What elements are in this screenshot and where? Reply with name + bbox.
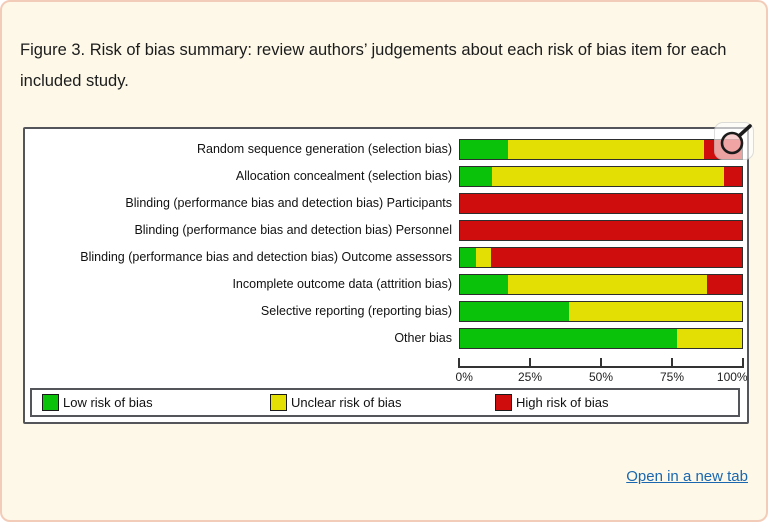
bar-row: Blinding (performance bias and detection…: [25, 193, 747, 220]
segment-low-risk: [460, 302, 569, 321]
stacked-bar: [459, 139, 743, 160]
x-axis-tick-label: 75%: [659, 370, 685, 384]
zoom-figure-button[interactable]: [714, 122, 754, 160]
segment-unclear-risk: [568, 302, 742, 321]
legend-label-low-risk: Low risk of bias: [63, 395, 153, 410]
segment-unclear-risk: [507, 275, 707, 294]
stacked-bar: [459, 328, 743, 349]
segment-high-risk: [706, 275, 742, 294]
x-axis-tick-label: 50%: [588, 370, 614, 384]
x-axis-tick-label: 0%: [455, 370, 473, 384]
stacked-bar: [459, 220, 743, 241]
segment-low-risk: [460, 140, 508, 159]
chart-legend: Low risk of bias Unclear risk of bias Hi…: [30, 388, 740, 417]
segment-low-risk: [460, 167, 492, 186]
bar-row: Incomplete outcome data (attrition bias): [25, 274, 747, 301]
segment-unclear-risk: [677, 329, 742, 348]
legend-swatch-unclear-risk: [270, 394, 287, 411]
x-axis-tick: [458, 358, 460, 368]
legend-label-high-risk: High risk of bias: [516, 395, 609, 410]
x-axis-tick: [671, 358, 673, 368]
segment-low-risk: [460, 329, 678, 348]
legend-swatch-low-risk: [42, 394, 59, 411]
stacked-bar: [459, 166, 743, 187]
bar-row: Random sequence generation (selection bi…: [25, 139, 747, 166]
stacked-bar: [459, 193, 743, 214]
segment-unclear-risk: [507, 140, 704, 159]
segment-high-risk: [460, 194, 742, 213]
x-axis-tick: [742, 358, 744, 368]
bar-label: Selective reporting (reporting bias): [260, 304, 452, 318]
legend-item-unclear-risk: Unclear risk of bias: [270, 390, 402, 415]
segment-low-risk: [460, 248, 476, 267]
stacked-bar: [459, 274, 743, 295]
segment-high-risk: [460, 221, 742, 240]
figure-caption: Figure 3. Risk of bias summary: review a…: [20, 41, 727, 90]
x-axis-tick: [529, 358, 531, 368]
bar-row: Blinding (performance bias and detection…: [25, 220, 747, 247]
legend-item-low-risk: Low risk of bias: [42, 390, 153, 415]
segment-high-risk: [491, 248, 742, 267]
segment-unclear-risk: [475, 248, 491, 267]
bar-row: Selective reporting (reporting bias): [25, 301, 747, 328]
segment-high-risk: [723, 167, 742, 186]
segment-unclear-risk: [491, 167, 724, 186]
bar-row: Blinding (performance bias and detection…: [25, 247, 747, 274]
bar-label: Blinding (performance bias and detection…: [134, 223, 452, 237]
open-in-new-tab-link[interactable]: Open in a new tab: [626, 468, 748, 485]
bar-label: Allocation concealment (selection bias): [235, 169, 452, 183]
bar-label: Incomplete outcome data (attrition bias): [232, 277, 452, 291]
x-axis: 0% 25% 50% 75% 100%: [455, 358, 748, 398]
bar-row: Allocation concealment (selection bias): [25, 166, 747, 193]
x-axis-tick-label: 100%: [716, 370, 748, 384]
bar-rows: Random sequence generation (selection bi…: [25, 139, 747, 355]
bar-label: Other bias: [394, 331, 452, 345]
x-axis-tick-label: 25%: [517, 370, 543, 384]
risk-of-bias-chart: Random sequence generation (selection bi…: [23, 127, 749, 424]
stacked-bar: [459, 301, 743, 322]
bar-row: Other bias: [25, 328, 747, 355]
stacked-bar: [459, 247, 743, 268]
segment-low-risk: [460, 275, 508, 294]
bar-label: Blinding (performance bias and detection…: [125, 196, 452, 210]
x-axis-tick: [600, 358, 602, 368]
bar-label: Random sequence generation (selection bi…: [196, 142, 452, 156]
bar-label: Blinding (performance bias and detection…: [80, 250, 452, 264]
legend-item-high-risk: High risk of bias: [495, 390, 608, 415]
legend-label-unclear-risk: Unclear risk of bias: [291, 395, 402, 410]
legend-swatch-high-risk: [495, 394, 512, 411]
